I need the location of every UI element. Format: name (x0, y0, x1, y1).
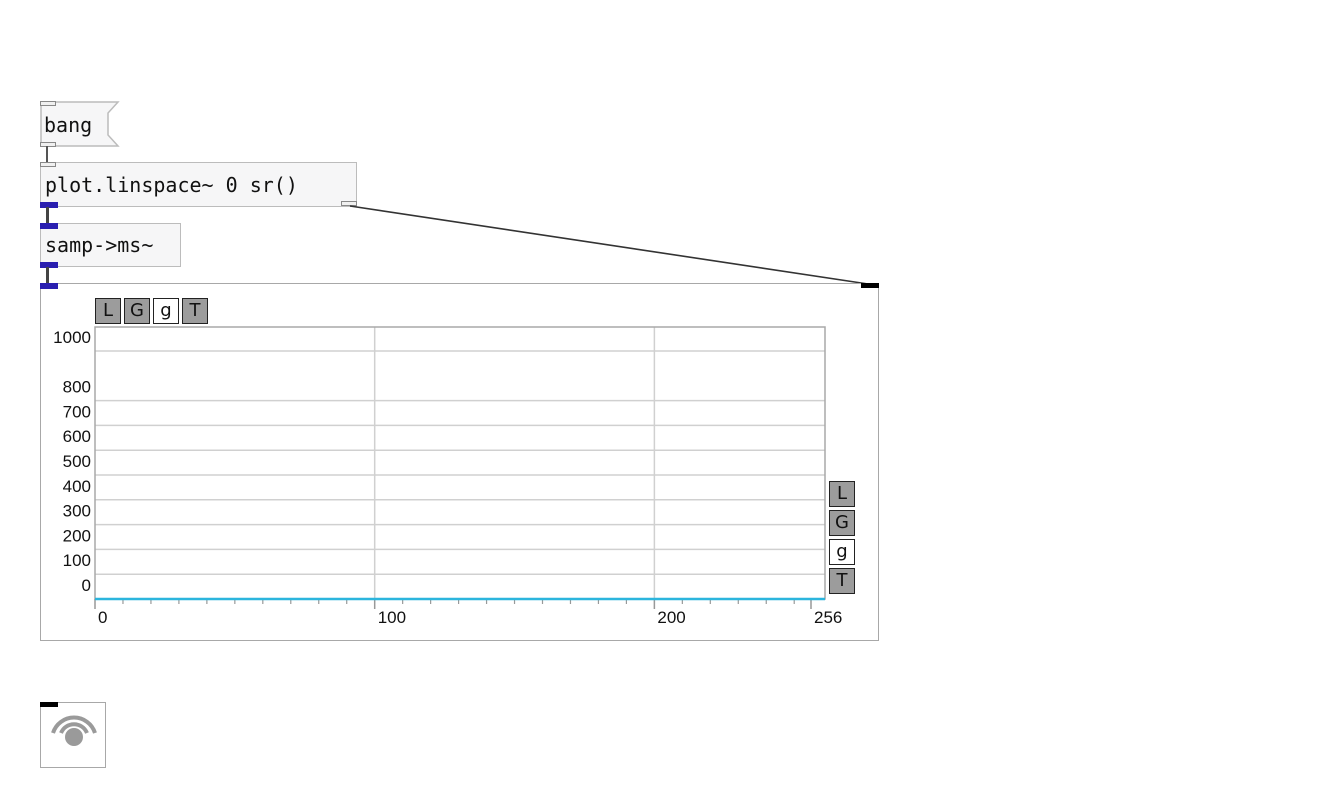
speaker-dsp-icon (51, 715, 97, 746)
plot-inlet-left[interactable] (40, 283, 58, 289)
linspace-outlet-left[interactable] (40, 202, 58, 208)
plot-inlet-right[interactable] (861, 283, 879, 288)
linspace-label: plot.linspace~ 0 sr() (45, 172, 298, 197)
cord-bang-linspace[interactable] (46, 146, 48, 162)
y-tick-label-300: 300 (63, 502, 91, 521)
right-log-button[interactable]: L (829, 481, 855, 507)
y-tick-label-200: 200 (63, 526, 91, 545)
samp2ms-object[interactable]: samp->ms~ (40, 223, 181, 268)
x-tick-label-200: 200 (657, 608, 685, 627)
plot-tick-labels: 0 100 200 300 400 500 600 700 800 1000 0 100 200 256 (53, 328, 842, 627)
linspace-inlet[interactable] (40, 162, 56, 167)
bang-message[interactable]: bang (40, 101, 120, 147)
y-tick-label-1000: 1000 (53, 328, 91, 347)
y-tick-label-0: 0 (82, 576, 91, 595)
samp2ms-label: samp->ms~ (45, 233, 154, 257)
plot-object[interactable] (40, 283, 879, 641)
top-log-button[interactable]: L (95, 298, 121, 324)
right-ticks-button[interactable]: T (829, 568, 855, 594)
x-tick-label-256: 256 (814, 608, 842, 627)
y-tick-label-800: 800 (63, 378, 91, 397)
plot-area-border (94, 326, 826, 600)
right-fine-grid-button[interactable]: g (829, 539, 855, 565)
bang-inlet[interactable] (40, 101, 56, 106)
y-tick-label-400: 400 (63, 477, 91, 496)
y-tick-label-100: 100 (63, 551, 91, 570)
plot-ticks (94, 599, 812, 609)
right-grid-button[interactable]: G (829, 510, 855, 536)
bang-outlet[interactable] (40, 142, 56, 147)
cord-linspace-samp2ms[interactable] (46, 207, 49, 223)
dsp-toggle[interactable] (40, 702, 106, 768)
samp2ms-outlet[interactable] (40, 262, 58, 268)
cord-samp2ms-plot[interactable] (46, 267, 49, 284)
top-fine-grid-button[interactable]: g (153, 298, 179, 324)
dsp-inlet[interactable] (40, 702, 58, 707)
y-tick-label-700: 700 (63, 402, 91, 421)
x-tick-label-0: 0 (98, 608, 107, 627)
plot-grid (95, 327, 825, 599)
linspace-object[interactable]: plot.linspace~ 0 sr() (40, 162, 357, 208)
samp2ms-inlet[interactable] (40, 223, 58, 229)
linspace-outlet-right[interactable] (341, 201, 357, 206)
bang-label: bang (44, 113, 93, 137)
y-tick-label-600: 600 (63, 427, 91, 446)
x-tick-label-100: 100 (378, 608, 406, 627)
top-grid-button[interactable]: G (124, 298, 150, 324)
top-ticks-button[interactable]: T (182, 298, 208, 324)
y-tick-label-500: 500 (63, 452, 91, 471)
